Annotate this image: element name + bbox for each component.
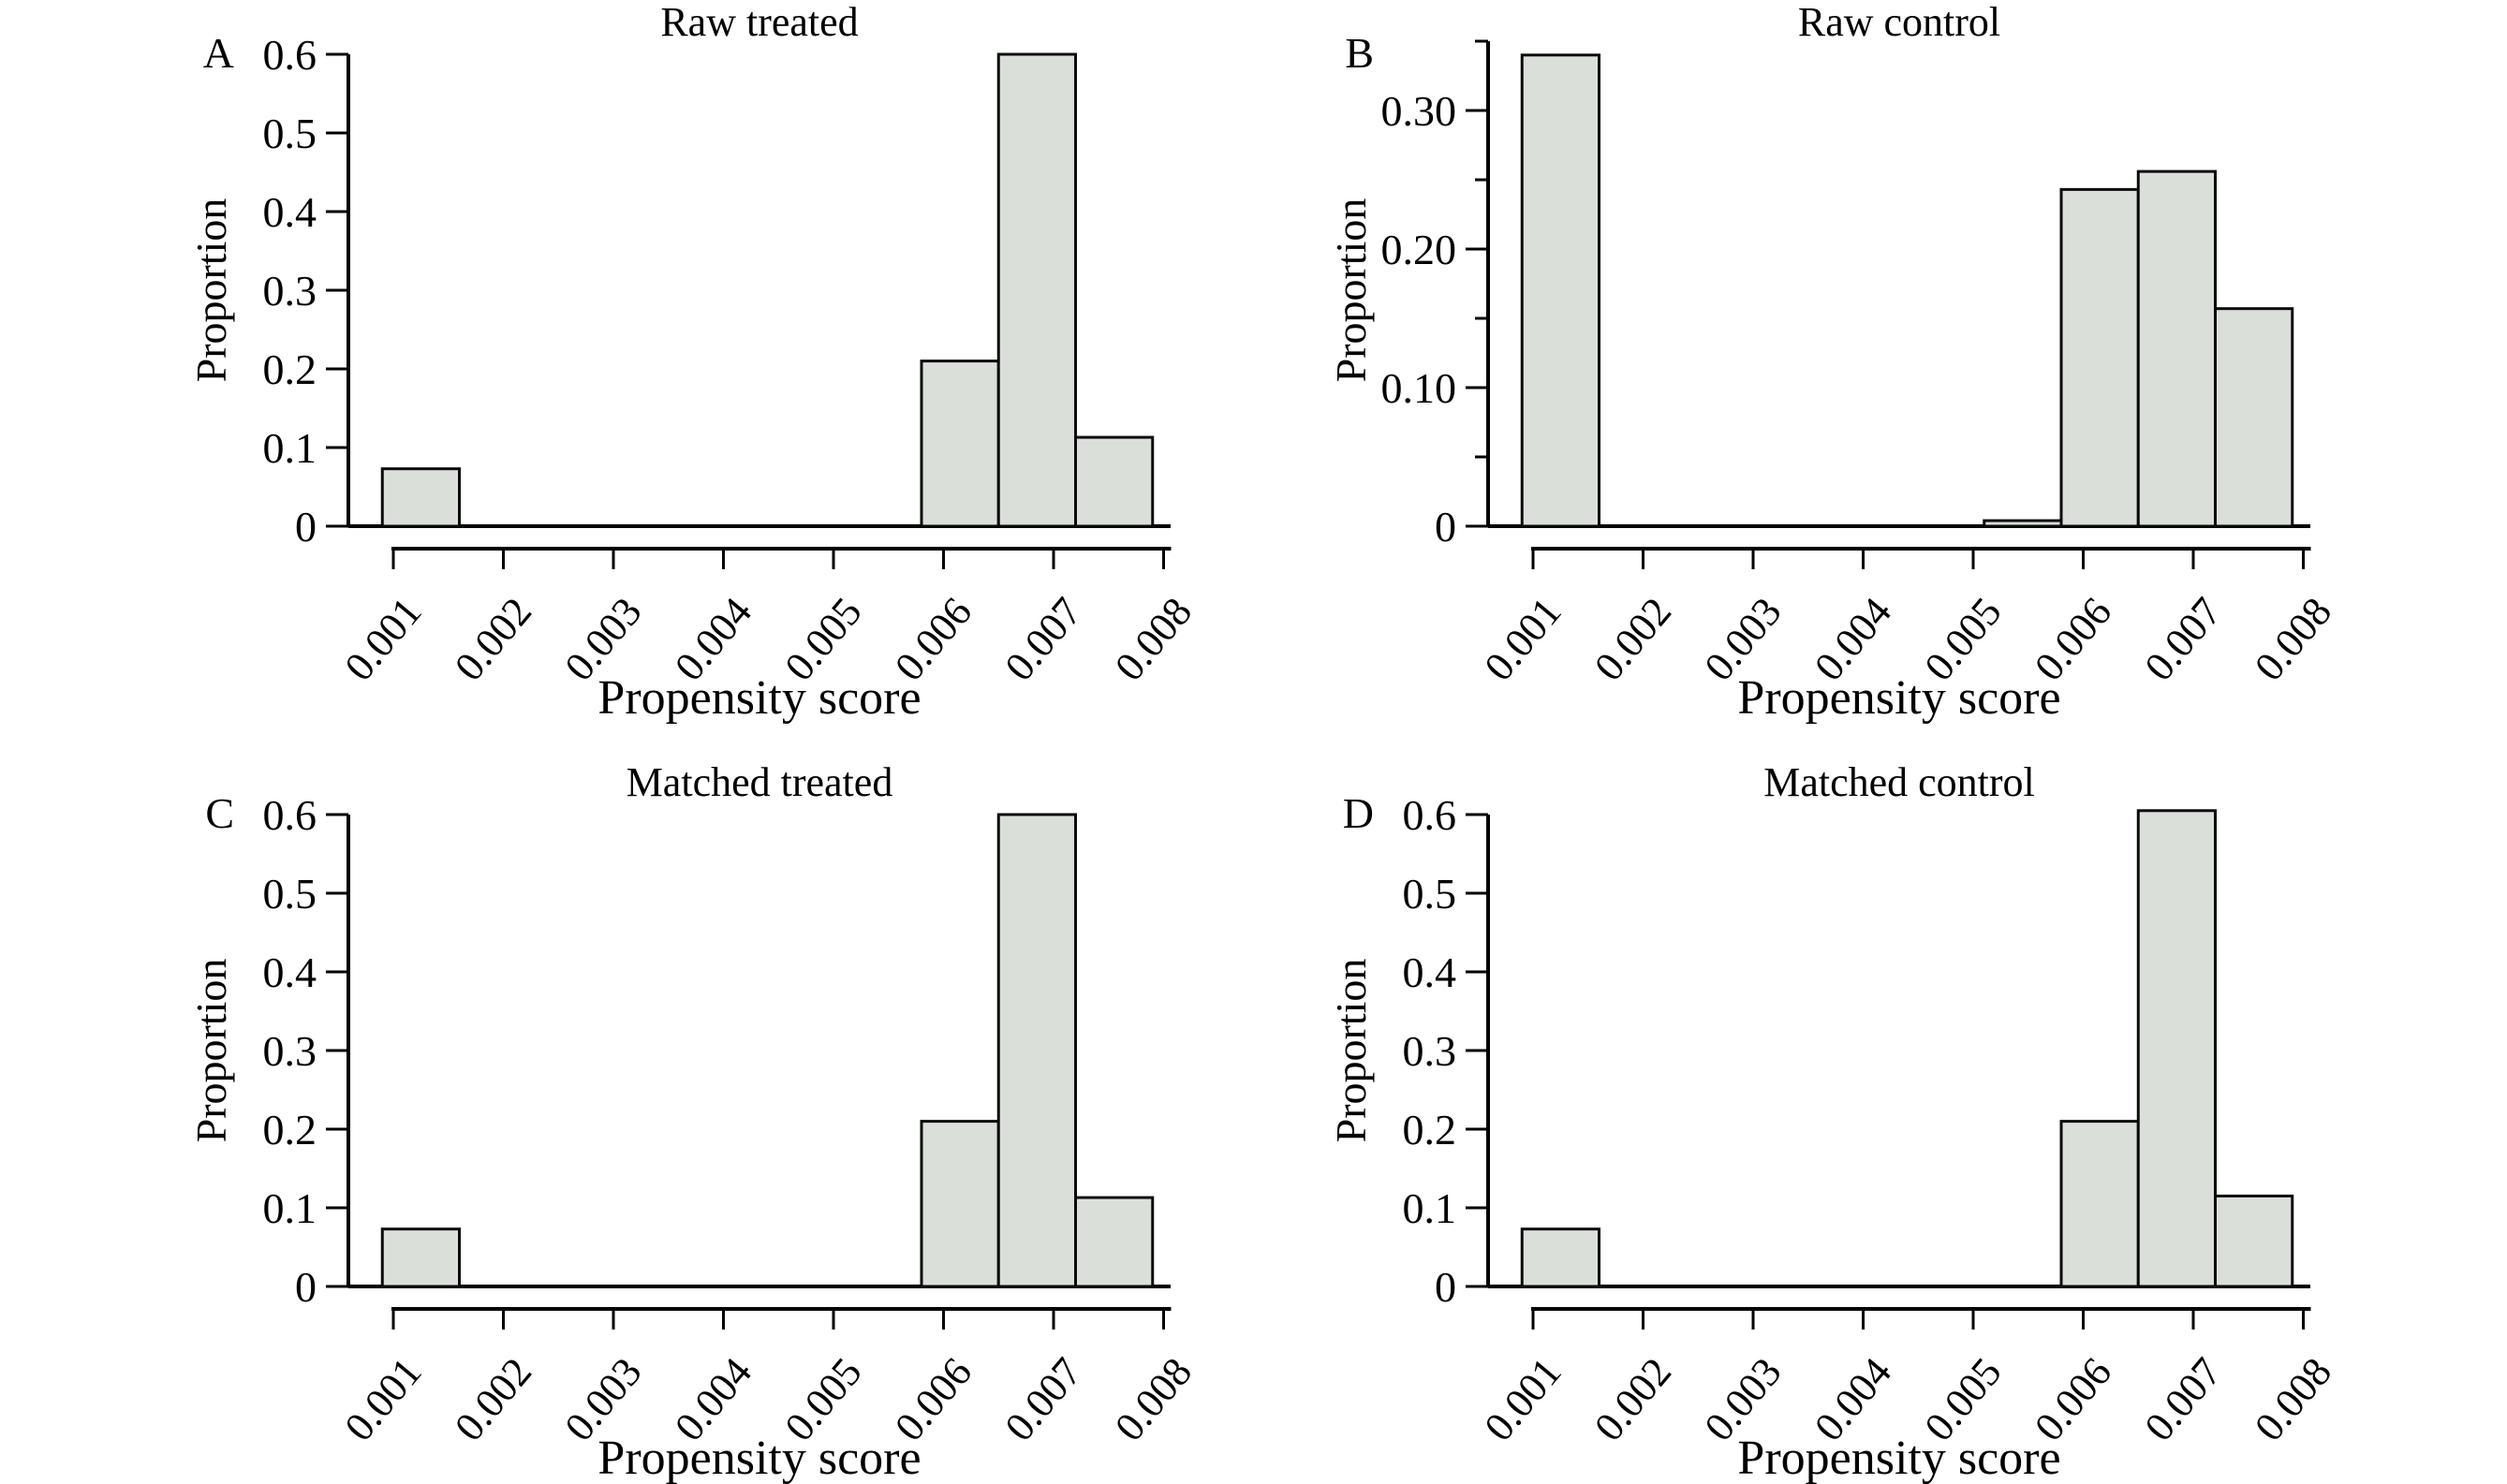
histogram-bar bbox=[2214, 1194, 2294, 1288]
y-tick-label: 0 bbox=[295, 1263, 317, 1311]
panel-matched-control: D Matched control Proportion 0 0.1 0.2 0.3 0… bbox=[1140, 760, 2479, 1484]
histogram-bar bbox=[2136, 809, 2217, 1288]
panel-title: Matched control bbox=[1763, 759, 2035, 805]
histogram-bar bbox=[996, 813, 1077, 1288]
histogram-bar bbox=[996, 52, 1077, 528]
histogram-bar bbox=[1074, 435, 1155, 528]
y-tick-label: 0 bbox=[1435, 1263, 1456, 1311]
y-tick-label: 0.30 bbox=[1381, 87, 1457, 135]
y-tick-label: 0.2 bbox=[1403, 1106, 1457, 1153]
y-tick-label: 0.2 bbox=[263, 1106, 317, 1153]
y-tick-label: 0.3 bbox=[263, 1027, 317, 1075]
panel-matched-treated: C Matched treated Proportion 0 0.1 0.2 0.3 0… bbox=[0, 760, 1339, 1484]
x-axis-label: Propensity score bbox=[597, 1432, 922, 1484]
x-axis-label: Propensity score bbox=[1737, 671, 2061, 725]
panel-letter: D bbox=[1342, 789, 1374, 837]
y-tick-label: 0 bbox=[1435, 503, 1456, 551]
y-tick-label: 0.6 bbox=[1403, 791, 1457, 839]
plot-area: 00.10.20.30.40.50.60.001 0.002 0.003 0.004 0… bbox=[1403, 791, 2341, 1449]
y-tick-label: 0.6 bbox=[263, 31, 317, 79]
panel-letter: C bbox=[205, 789, 234, 837]
histogram-bar bbox=[1074, 1196, 1155, 1288]
panel-title: Matched treated bbox=[626, 759, 893, 805]
y-tick-label: 0.6 bbox=[263, 791, 317, 839]
y-tick-label: 0.5 bbox=[263, 870, 317, 918]
panel-letter: B bbox=[1345, 29, 1374, 77]
histogram-bar bbox=[2214, 307, 2294, 528]
histogram-bar bbox=[2136, 169, 2217, 528]
y-tick-label: 0.5 bbox=[263, 110, 317, 157]
y-tick-label: 0.4 bbox=[1403, 948, 1457, 996]
y-tick-label: 0.1 bbox=[263, 424, 317, 472]
x-axis-label: Propensity score bbox=[597, 671, 922, 725]
y-tick-label: 0 bbox=[295, 503, 317, 551]
histogram-bar bbox=[920, 1120, 1000, 1288]
plot-area: 00.10.20.30.40.50.60.001 0.002 0.003 0.004 0… bbox=[263, 31, 1202, 689]
histogram-bar bbox=[1983, 519, 2063, 528]
panel-raw-treated: A Raw treated Proportion 0 0.1 0.2 0.3 0.4 0.… bbox=[0, 0, 1339, 755]
histogram-bar bbox=[380, 1227, 461, 1288]
panel-title: Raw control bbox=[1797, 0, 2001, 45]
y-tick-label: 0.4 bbox=[263, 948, 317, 996]
y-tick-label: 0.3 bbox=[263, 267, 317, 315]
y-tick-label: 0.10 bbox=[1381, 364, 1457, 412]
y-tick-label: 0.4 bbox=[263, 188, 317, 236]
histogram-bar bbox=[920, 360, 1000, 528]
y-tick-label: 0.3 bbox=[1403, 1027, 1457, 1075]
panel-raw-control: B Raw control Proportion 0 0.10 0.20 0.30 0.… bbox=[1140, 0, 2479, 755]
histogram-bar bbox=[380, 467, 461, 528]
y-tick-label: 0.20 bbox=[1381, 226, 1457, 273]
plot-area: 00.10.20.30.40.50.60.001 0.002 0.003 0.004 0… bbox=[263, 791, 1202, 1449]
y-tick-label: 0.1 bbox=[263, 1184, 317, 1232]
histogram-bar bbox=[1520, 1227, 1600, 1288]
plot-area: 00.100.200.300.001 0.002 0.003 0.004 0.005 0.… bbox=[1381, 39, 2340, 689]
panel-title: Raw treated bbox=[660, 0, 859, 45]
y-tick-label: 0.5 bbox=[1403, 870, 1457, 918]
histogram-bar bbox=[2059, 1120, 2140, 1288]
y-tick-label: 0.2 bbox=[263, 345, 317, 393]
y-tick-label: 0.1 bbox=[1403, 1184, 1457, 1232]
x-axis-label: Propensity score bbox=[1737, 1432, 2061, 1484]
histogram-bar bbox=[2059, 187, 2140, 528]
panel-letter: A bbox=[202, 29, 234, 77]
histogram-bar bbox=[1520, 53, 1600, 528]
